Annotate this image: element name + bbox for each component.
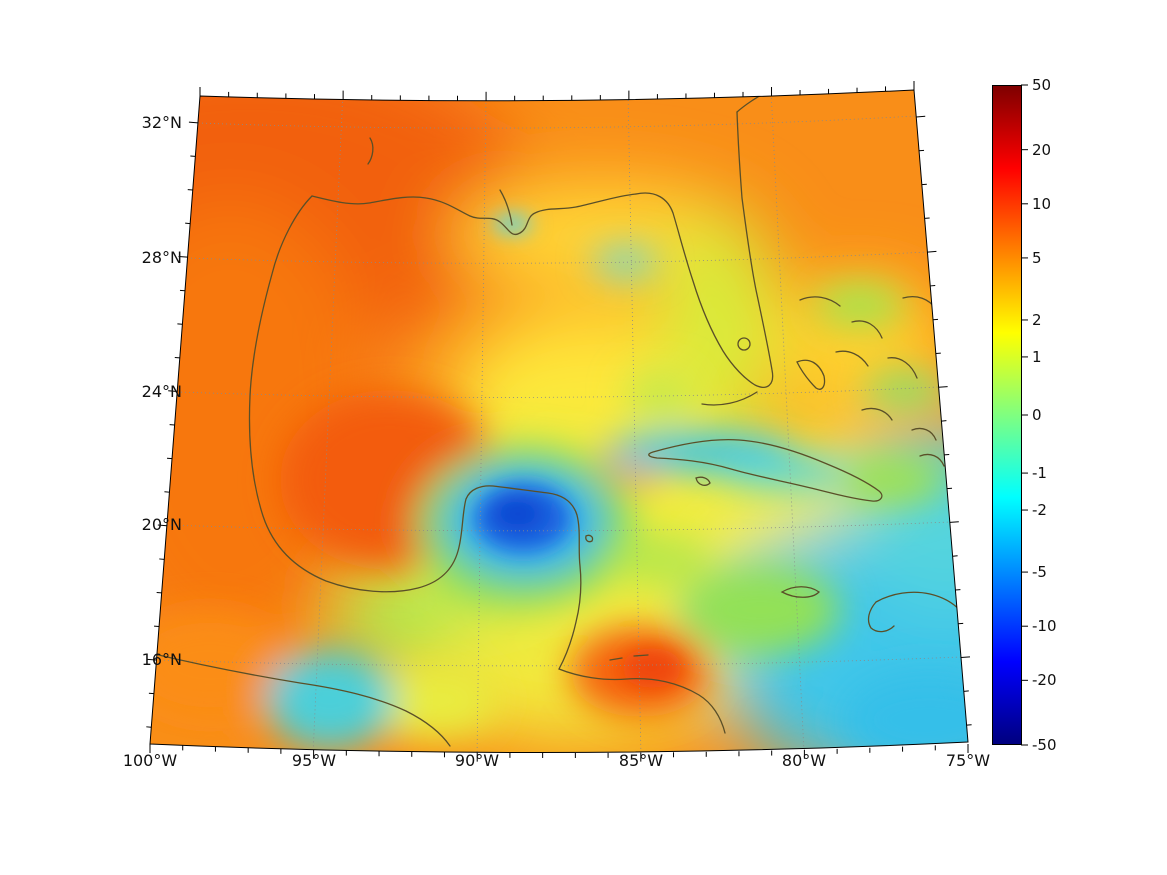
coast-pacific-mexico [150,652,451,747]
axis-ticks [146,81,972,762]
coast-florida [635,111,774,388]
lon-tick-label-95w: 95°W [291,751,337,770]
lon-tick-label-85w: 85°W [618,751,664,770]
coast-cuba [648,438,883,502]
coast-florida-keys [701,391,758,406]
coast-isla-juventud [695,476,711,486]
lake-okeechobee [737,337,751,351]
colorbar [992,85,1022,745]
coast-bay-islands [609,654,649,661]
colorbar-tick-label-m5: -5 [1032,563,1047,581]
colorbar-tick-label-20: 20 [1032,141,1052,159]
coast-bahamas [796,295,945,467]
colorbar-tick-label-m20: -20 [1032,671,1057,689]
lon-tick-label-90w: 90°W [454,751,500,770]
graticule [155,90,962,753]
colorbar-tick-label-0: 0 [1032,406,1042,424]
lat-tick-label-32n: 32°N [141,113,182,132]
colorbar-tick-label-m2: -2 [1032,501,1047,519]
colorbar-ticks [1021,84,1028,746]
colorbar-tick-label-50: 50 [1032,76,1052,94]
colorbar-tick-label-5: 5 [1032,249,1042,267]
coast-jamaica [780,586,821,598]
colorbar-tick-label-1: 1 [1032,348,1042,366]
lat-tick-label-16n: 16°N [141,650,182,669]
colorbar-tick-label-10: 10 [1032,195,1052,213]
colorbar-tick-label-2: 2 [1032,311,1042,329]
map-border [149,89,969,754]
lon-tick-label-75w: 75°W [945,751,991,770]
lat-tick-label-24n: 24°N [141,382,182,401]
coastlines [150,91,967,747]
coast-mississippi-river [499,189,513,226]
colorbar-tick-label-m1: -1 [1032,464,1047,482]
lat-tick-label-28n: 28°N [141,248,182,267]
coast-northern-gulf [311,193,637,236]
coast-texas-bay [367,137,374,165]
lon-tick-label-100w: 100°W [122,751,178,770]
colorbar-tick-label-m10: -10 [1032,617,1057,635]
lat-tick-label-20n: 20°N [141,515,182,534]
lon-tick-label-80w: 80°W [781,751,827,770]
colorbar-tick-label-m50: -50 [1032,736,1057,754]
coast-cozumel [585,534,594,543]
coast-western-gulf-yucatan-honduras [248,195,726,734]
